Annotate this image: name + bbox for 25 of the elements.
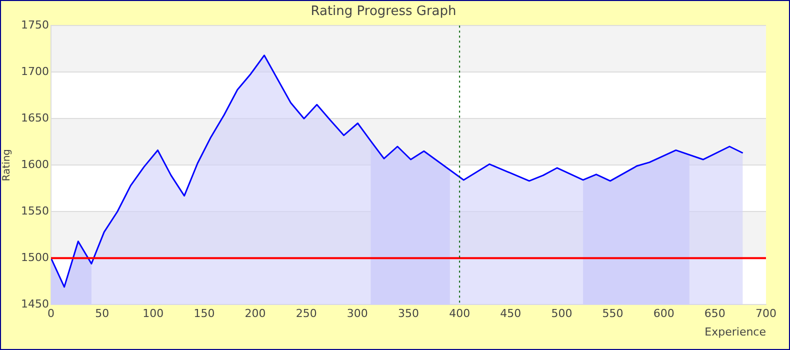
- x-tick-label: 400: [449, 307, 470, 320]
- x-tick-label: 50: [95, 307, 110, 320]
- y-axis-title: Rating: [2, 148, 13, 182]
- x-tick-label: 200: [244, 307, 266, 320]
- x-tick-label: 500: [551, 307, 572, 320]
- x-tick-label: 550: [602, 307, 624, 320]
- y-tick-label: 1550: [21, 204, 49, 218]
- x-tick-label: 600: [653, 307, 674, 320]
- y-tick-label: 1600: [21, 158, 49, 171]
- x-tick-label: 700: [756, 307, 776, 320]
- x-tick-label: 100: [142, 307, 164, 320]
- x-tick-label: 650: [704, 307, 726, 320]
- y-tick-label: 1700: [21, 64, 49, 78]
- x-tick-label: 150: [194, 307, 215, 320]
- x-tick-label: 450: [500, 307, 522, 320]
- y-tick-label: 1500: [21, 250, 49, 264]
- y-tick-label: 1750: [21, 18, 49, 32]
- x-tick-label: 250: [296, 307, 317, 320]
- x-tick-label: 0: [48, 307, 54, 320]
- x-tick-label: 350: [398, 307, 419, 320]
- chart-title: Rating Progress Graph: [310, 4, 456, 20]
- x-tick-label: 300: [346, 307, 368, 320]
- y-tick-label: 1450: [21, 297, 49, 310]
- y-tick-label: 1650: [21, 111, 49, 124]
- x-axis-title: Experience: [704, 325, 766, 338]
